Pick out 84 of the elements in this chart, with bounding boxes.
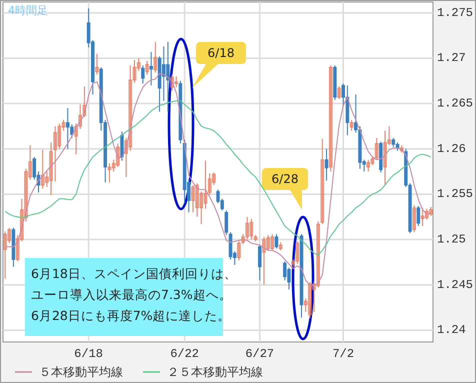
- candlestick: [24, 168, 28, 222]
- candlestick: [374, 138, 378, 160]
- candlestick: [195, 182, 199, 218]
- candlestick: [250, 218, 254, 240]
- legend-label: ２５本移動平均線: [167, 365, 263, 379]
- candlestick: [108, 162, 112, 183]
- candlestick: [145, 60, 149, 76]
- candlestick: [174, 76, 178, 88]
- y-tick-label: 1.245: [437, 278, 474, 292]
- candlestick: [328, 64, 332, 172]
- candlestick: [58, 122, 62, 150]
- candlestick: [278, 242, 282, 251]
- candlestick: [3, 230, 7, 280]
- annotation: 6/28: [272, 172, 298, 186]
- y-tick-label: 1.26: [437, 142, 466, 156]
- x-tick-label: 6/18: [74, 347, 103, 361]
- legend-label: ５本移動平均線: [39, 365, 123, 379]
- candlestick: [8, 227, 11, 244]
- candlestick: [128, 64, 132, 152]
- candlestick: [149, 51, 153, 86]
- candlestick: [350, 119, 354, 132]
- candlestick: [45, 171, 49, 188]
- candlestick: [312, 280, 316, 313]
- y-tick-label: 1.25: [437, 232, 466, 247]
- candlestick: [95, 53, 99, 76]
- candlestick: [308, 282, 312, 319]
- candlestick: [40, 149, 44, 190]
- candlestick: [412, 204, 416, 233]
- candlestick: [141, 64, 145, 84]
- x-tick-label: 7/2: [332, 347, 354, 361]
- candlestick: [316, 220, 320, 288]
- candlestick: [366, 159, 370, 172]
- annotation: 6月18日、スペイン国債利回りは、: [31, 266, 237, 281]
- candlestick: [16, 234, 20, 262]
- y-tick-label: 1.24: [437, 323, 466, 338]
- candlestick: [392, 138, 396, 148]
- candlestick: [270, 234, 274, 251]
- x-tick-label: 6/22: [170, 347, 200, 361]
- candlestick: [200, 190, 204, 225]
- candlestick: [204, 160, 208, 210]
- candlestick: [324, 148, 328, 182]
- candlestick: [70, 124, 74, 138]
- candlestick: [254, 234, 258, 242]
- candlestick: [66, 108, 70, 150]
- candlestick: [154, 41, 158, 74]
- candlestick: [208, 172, 212, 196]
- candlestick: [320, 138, 324, 225]
- candlestick: [62, 119, 66, 132]
- candlestick: [166, 41, 170, 112]
- candlestick: [212, 172, 216, 186]
- candlestick: [304, 298, 308, 313]
- candlestick: [291, 258, 295, 268]
- candlestick: [387, 126, 391, 146]
- candlestick: [262, 236, 266, 286]
- candlestick: [337, 86, 341, 100]
- y-tick-label: 1.27: [437, 51, 466, 66]
- candlestick: [429, 206, 433, 216]
- candlestick: [116, 142, 120, 168]
- x-tick-label: 6/27: [245, 347, 274, 361]
- annotation: 6月28日にも再度7%超に達した。: [31, 308, 231, 323]
- candlestick: [237, 240, 241, 261]
- candlestick: [296, 240, 300, 265]
- candlestick: [266, 234, 270, 251]
- candlestick: [28, 144, 32, 180]
- y-tick-label: 1.265: [437, 96, 474, 111]
- y-tick-label: 1.255: [437, 187, 474, 202]
- candlestick: [162, 46, 166, 102]
- annotation: ユーロ導入以来最高の7.3%超へ。: [31, 287, 232, 302]
- candlestick: [191, 184, 195, 213]
- annotation: 6/18: [208, 46, 234, 60]
- candlestick: [53, 126, 57, 182]
- candlestick: [120, 131, 124, 162]
- candlestick: [112, 159, 116, 172]
- chart-subtitle: 4時間足: [8, 4, 48, 17]
- candlestick: [136, 58, 140, 72]
- candlestick: [258, 244, 262, 281]
- candlestick: [370, 156, 374, 166]
- candlestick: [420, 207, 424, 226]
- candlestick: [224, 210, 228, 236]
- candlestick: [274, 234, 278, 250]
- y-tick-label: 1.275: [437, 6, 474, 20]
- candlestick: [416, 206, 420, 226]
- candlestick: [283, 260, 287, 281]
- candlestick: [245, 216, 249, 240]
